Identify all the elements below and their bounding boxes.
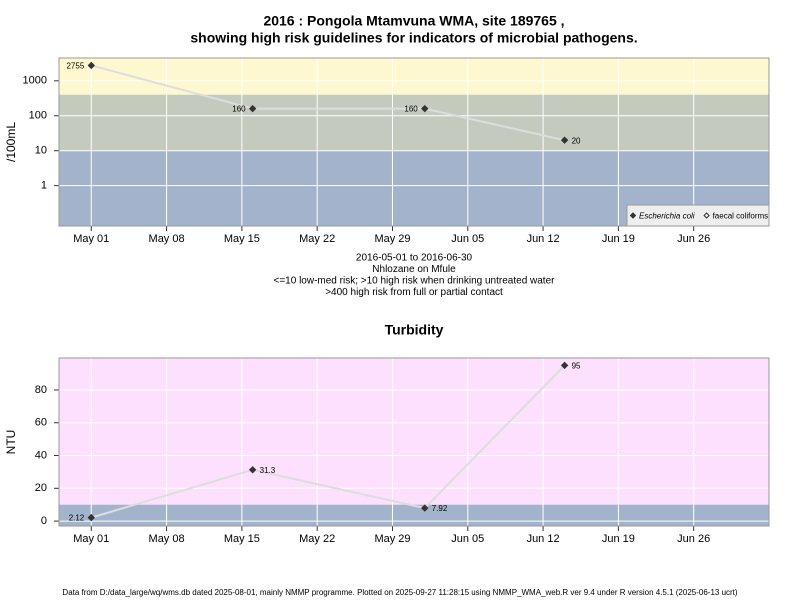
y-axis-label: /100mL: [4, 122, 18, 162]
plot-frame: [58, 57, 770, 227]
plot-frame: [58, 357, 770, 527]
x-tick-label: Jun 19: [602, 533, 635, 545]
y-tick-label: 1: [41, 180, 47, 192]
x-tick-label: May 29: [374, 233, 410, 245]
legend-marker: [629, 212, 637, 219]
legend-marker: [703, 212, 710, 219]
y-tick-label: 80: [35, 384, 47, 396]
note: 2016-05-01 to 2016-06-30: [356, 253, 473, 264]
risk-band: [59, 504, 769, 526]
y-tick-label: 100: [29, 110, 47, 122]
legend-label: Escherichia coli: [639, 212, 695, 221]
chart-title: showing high risk guidelines for indicat…: [190, 30, 637, 46]
data-point: [560, 136, 569, 144]
x-tick-label: Jun 05: [451, 233, 484, 245]
x-tick-label: May 15: [224, 233, 260, 245]
data-point: [248, 104, 257, 113]
series-line: [91, 64, 565, 142]
x-tick-label: Jun 19: [602, 233, 635, 245]
x-tick-label: May 01: [73, 533, 109, 545]
risk-band: [59, 58, 769, 95]
data-point: [248, 466, 257, 474]
chart-title: Turbidity: [385, 322, 444, 338]
note: <=10 low-med risk; >10 high risk when dr…: [274, 276, 556, 287]
x-tick-label: Jun 12: [527, 533, 560, 545]
data-label: 95: [572, 361, 581, 370]
data-point: [421, 104, 429, 113]
risk-band: [59, 358, 769, 505]
note: Nhlozane on Mfule: [372, 264, 456, 275]
legend-box: [626, 204, 770, 227]
y-tick-label: 40: [35, 449, 47, 461]
x-tick-label: Jun 05: [451, 533, 484, 545]
x-tick-label: Jun 12: [527, 233, 560, 245]
y-tick-label: 60: [35, 417, 47, 429]
x-tick-label: May 15: [224, 533, 260, 545]
data-label: 160: [232, 105, 246, 114]
data-label: 160: [404, 105, 418, 114]
footer: Data from D:/data_large/wq/wms.db dated …: [62, 588, 737, 597]
series-line: [90, 364, 566, 519]
x-tick-label: May 08: [149, 233, 185, 245]
x-tick-label: Jun 26: [677, 233, 710, 245]
x-tick-label: May 29: [374, 533, 410, 545]
y-tick-label: 1000: [23, 75, 47, 87]
data-label: 20: [572, 136, 581, 145]
y-tick-label: 20: [35, 482, 47, 494]
data-point: [560, 361, 569, 370]
note: >400 high risk from full or partial cont…: [325, 287, 503, 298]
y-tick-label: 10: [35, 145, 47, 157]
x-tick-label: May 22: [299, 233, 335, 245]
x-tick-label: May 01: [73, 233, 109, 245]
chart-title: 2016 : Pongola Mtamvuna WMA, site 189765…: [263, 13, 564, 29]
data-label: 7.92: [432, 504, 448, 513]
x-tick-label: May 22: [299, 533, 335, 545]
data-label: 2.12: [69, 514, 85, 523]
y-tick-label: 0: [41, 515, 47, 527]
data-point: [421, 504, 429, 512]
data-point: [87, 513, 95, 522]
data-point: [87, 61, 95, 70]
data-label: 2755: [66, 62, 84, 71]
data-label: 31.3: [260, 466, 276, 475]
legend-label: faecal coliforms: [713, 212, 769, 221]
x-tick-label: Jun 26: [677, 533, 710, 545]
y-axis-label: NTU: [4, 430, 18, 455]
risk-band: [59, 94, 769, 151]
x-tick-label: May 08: [149, 533, 185, 545]
